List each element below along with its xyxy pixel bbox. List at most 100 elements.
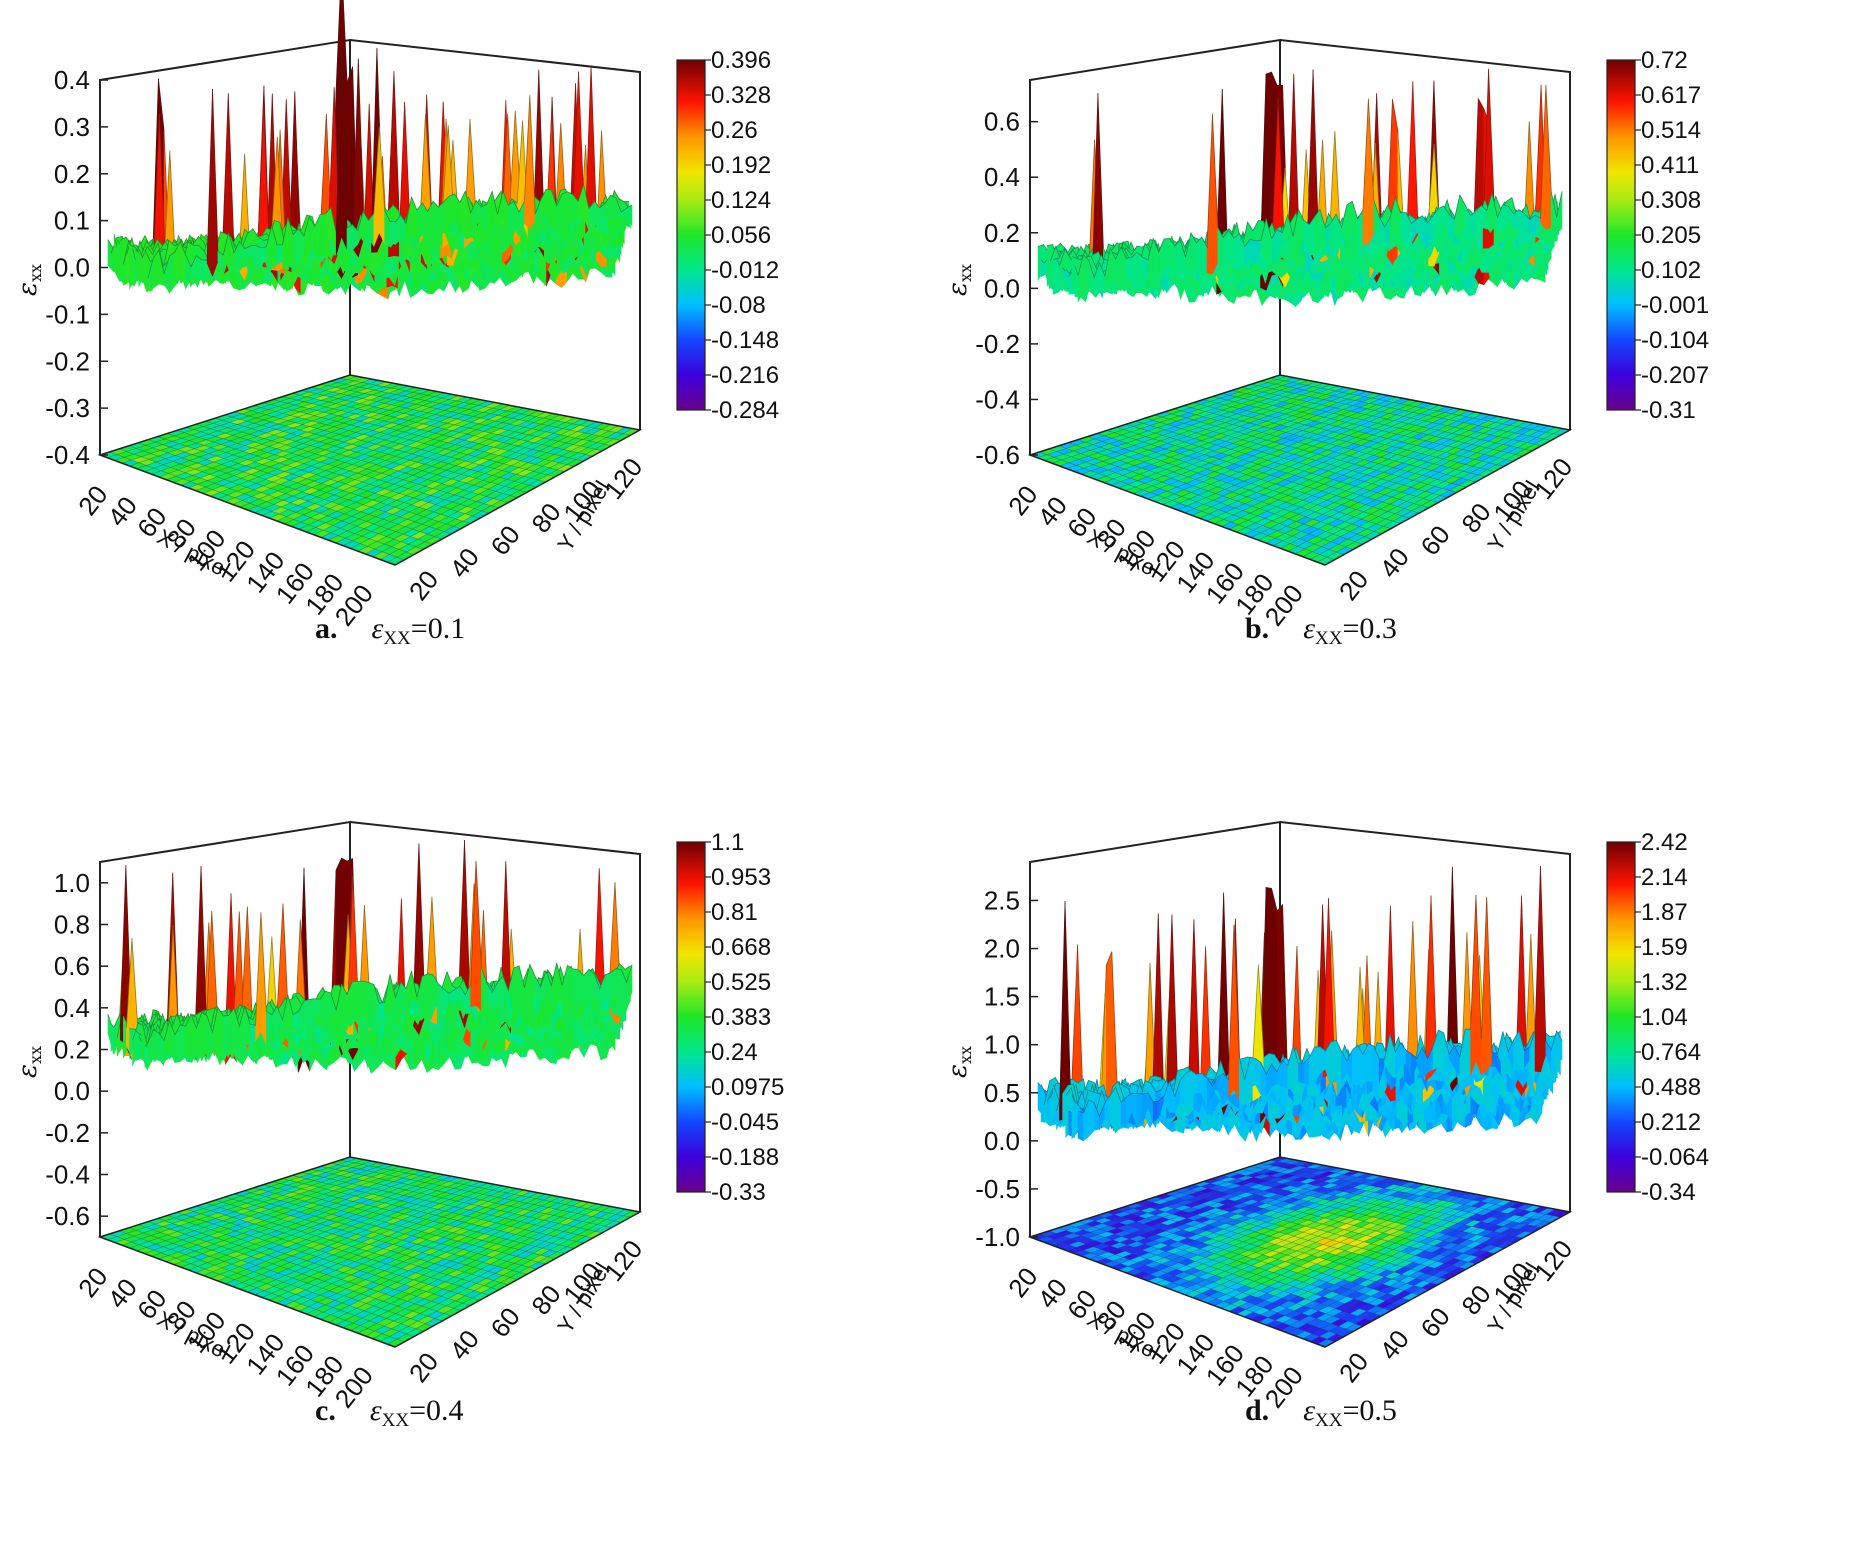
colorbar-tick-label: 0.81 [711,899,758,926]
z-tick-label: -0.6 [975,440,1020,470]
colorbar-tick-label: 0.514 [1641,117,1701,144]
y-tick-label: 20 [1333,565,1374,606]
y-tick-label: 60 [1414,520,1455,561]
z-tick-label: 0.2 [54,159,90,189]
colorbar-tick-label: -0.207 [1641,362,1709,389]
z-tick-label: 2.5 [984,885,1020,915]
z-tick-label: -0.2 [975,329,1020,359]
colorbar-tick-label: -0.064 [1641,1144,1709,1171]
caption-letter: b. [1245,612,1270,645]
colorbar-tick-label: -0.188 [711,1144,779,1171]
y-tick-label: 60 [1414,1302,1455,1343]
colorbar-tick-label: 0.26 [711,117,758,144]
colorbar-tick-label: 1.04 [1641,1004,1688,1031]
caption-letter: a. [315,612,338,645]
strain-surface [1037,866,1563,1142]
caption-symbol: ε [371,612,384,645]
y-tick-label: 60 [484,1302,525,1343]
z-axis-title: εxx [943,1046,975,1078]
colorbar-tick-label: 2.14 [1641,864,1688,891]
caption-subscript: XX [1315,628,1343,649]
caption-value: =0.5 [1342,1394,1397,1427]
y-tick-label: 20 [403,565,444,606]
z-tick-label: -0.4 [45,440,90,470]
caption-value: =0.1 [410,612,466,645]
colorbar: 1.1 0.953 0.81 0.668 0.525 0.383 0.24 0.0975 -0.… [676,829,784,1206]
caption-letter: d. [1245,1394,1270,1427]
panel-c: 1.0 0.8 0.6 0.4 0.2 0.0 -0.2 -0.4 -0.6 εxx 20 40 60 8… [0,782,930,1564]
z-tick-label: -0.6 [45,1201,90,1231]
colorbar-tick-label: 0.212 [1641,1109,1701,1136]
colorbar-tick-label: 1.59 [1641,934,1688,961]
colorbar-tick-label: 0.668 [711,934,771,961]
panel-a: 0.4 0.3 0.2 0.1 0.0 -0.1 -0.2 -0.3 -0.4 εxx 20 40 60… [0,0,930,782]
colorbar-tick-label: 0.953 [711,864,771,891]
panel-b: 0.6 0.4 0.2 0.0 -0.2 -0.4 -0.6 εxx 20 40 60 80 100 12… [930,0,1860,782]
z-tick-label: -0.1 [45,299,90,329]
z-tick-label: -0.4 [975,384,1020,414]
surface-plot-b: 0.60.40.20.0-0.2-0.4-0.6εxx2040608010012… [943,38,1709,631]
z-axis-title: εxx [13,264,45,296]
colorbar-tick-label: -0.33 [711,1179,766,1206]
z-tick-label: 0.3 [54,112,90,142]
z-tick-label: 1.0 [984,1030,1020,1060]
panel-caption: c. εXX=0.4 [315,1394,464,1432]
colorbar-tick-label: -0.284 [711,397,779,424]
colorbar-tick-label: -0.34 [1641,1179,1696,1206]
z-tick-label: 2.0 [984,934,1020,964]
caption-subscript: XX [383,628,411,649]
colorbar-tick-label: 0.411 [1641,152,1699,179]
z-tick-label: -0.5 [975,1174,1020,1204]
colorbar: 0.396 0.328 0.26 0.192 0.124 0.056 -0.012 -0.08… [676,47,779,424]
colorbar-tick-label: 0.102 [1641,257,1701,284]
panel-caption: b. εXX=0.3 [1245,612,1397,650]
floor-contour-map [97,1156,643,1348]
z-tick-label: 0.4 [54,65,90,95]
y-tick-label: 20 [403,1347,444,1388]
colorbar-tick-label: 0.383 [711,1004,771,1031]
z-tick-label: 0.0 [54,1076,90,1106]
colorbar-tick-label: 0.72 [1641,47,1688,74]
colorbar-tick-label: -0.012 [711,257,779,284]
colorbar: 2.42 2.14 1.87 1.59 1.32 1.04 0.764 0.488 0.212 -… [1606,829,1709,1206]
z-axis: 2.5 2.0 1.5 1.0 0.5 0.0 -0.5 -1.0 εxx [943,885,1038,1252]
colorbar-tick-label: 0.205 [1641,222,1701,249]
z-tick-label: 0.0 [54,253,90,283]
surface-plot-c: 1.00.80.60.40.20.0-0.2-0.4-0.6εxx2040608… [13,820,784,1413]
z-axis-title: εxx [943,264,975,296]
colorbar-tick-label: 0.0975 [711,1074,784,1101]
colorbar: 0.72 0.617 0.514 0.411 0.308 0.205 0.102 -0.001… [1606,47,1709,424]
colorbar-tick-label: -0.001 [1641,292,1709,319]
caption-subscript: XX [381,1410,410,1431]
z-tick-label: -0.2 [45,1118,90,1148]
strain-surface [107,0,633,300]
colorbar-tick-label: 0.24 [711,1039,758,1066]
y-tick-label: 40 [444,542,485,583]
colorbar-tick-label: 0.396 [711,47,771,74]
surface-plot-a: 0.4 0.3 0.2 0.1 0.0 -0.1 -0.2 -0.3 -0.4 εxx 204060… [13,0,779,631]
y-tick-label: 60 [484,520,525,561]
floor-contour-map [1027,1156,1573,1348]
caption-symbol: ε [1303,612,1316,645]
colorbar-tick-label: 0.764 [1641,1039,1701,1066]
colorbar-tick-label: 0.617 [1641,82,1701,109]
colorbar-tick-label: 1.87 [1641,899,1688,926]
z-tick-label: -0.2 [45,346,90,376]
caption-letter: c. [315,1394,336,1427]
colorbar-tick-label: 1.32 [1641,969,1688,996]
floor-contour-map [97,374,643,566]
z-tick-label: 0.4 [54,993,90,1023]
strain-surface [107,840,633,1074]
y-tick-label: 40 [1374,542,1415,583]
colorbar-tick-label: 2.42 [1641,829,1688,856]
colorbar-tick-label: 0.525 [711,969,771,996]
panel-caption: a. εXX=0.1 [315,612,465,650]
z-tick-label: 0.8 [54,910,90,940]
z-axis: 0.4 0.3 0.2 0.1 0.0 -0.1 -0.2 -0.3 -0.4 εxx [13,65,108,470]
z-tick-label: 0.0 [984,273,1020,303]
strain-surface [1037,68,1563,308]
z-axis: 1.0 0.8 0.6 0.4 0.2 0.0 -0.2 -0.4 -0.6 εxx [13,868,108,1231]
z-tick-label: 1.0 [54,868,90,898]
y-tick-label: 40 [1374,1324,1415,1365]
